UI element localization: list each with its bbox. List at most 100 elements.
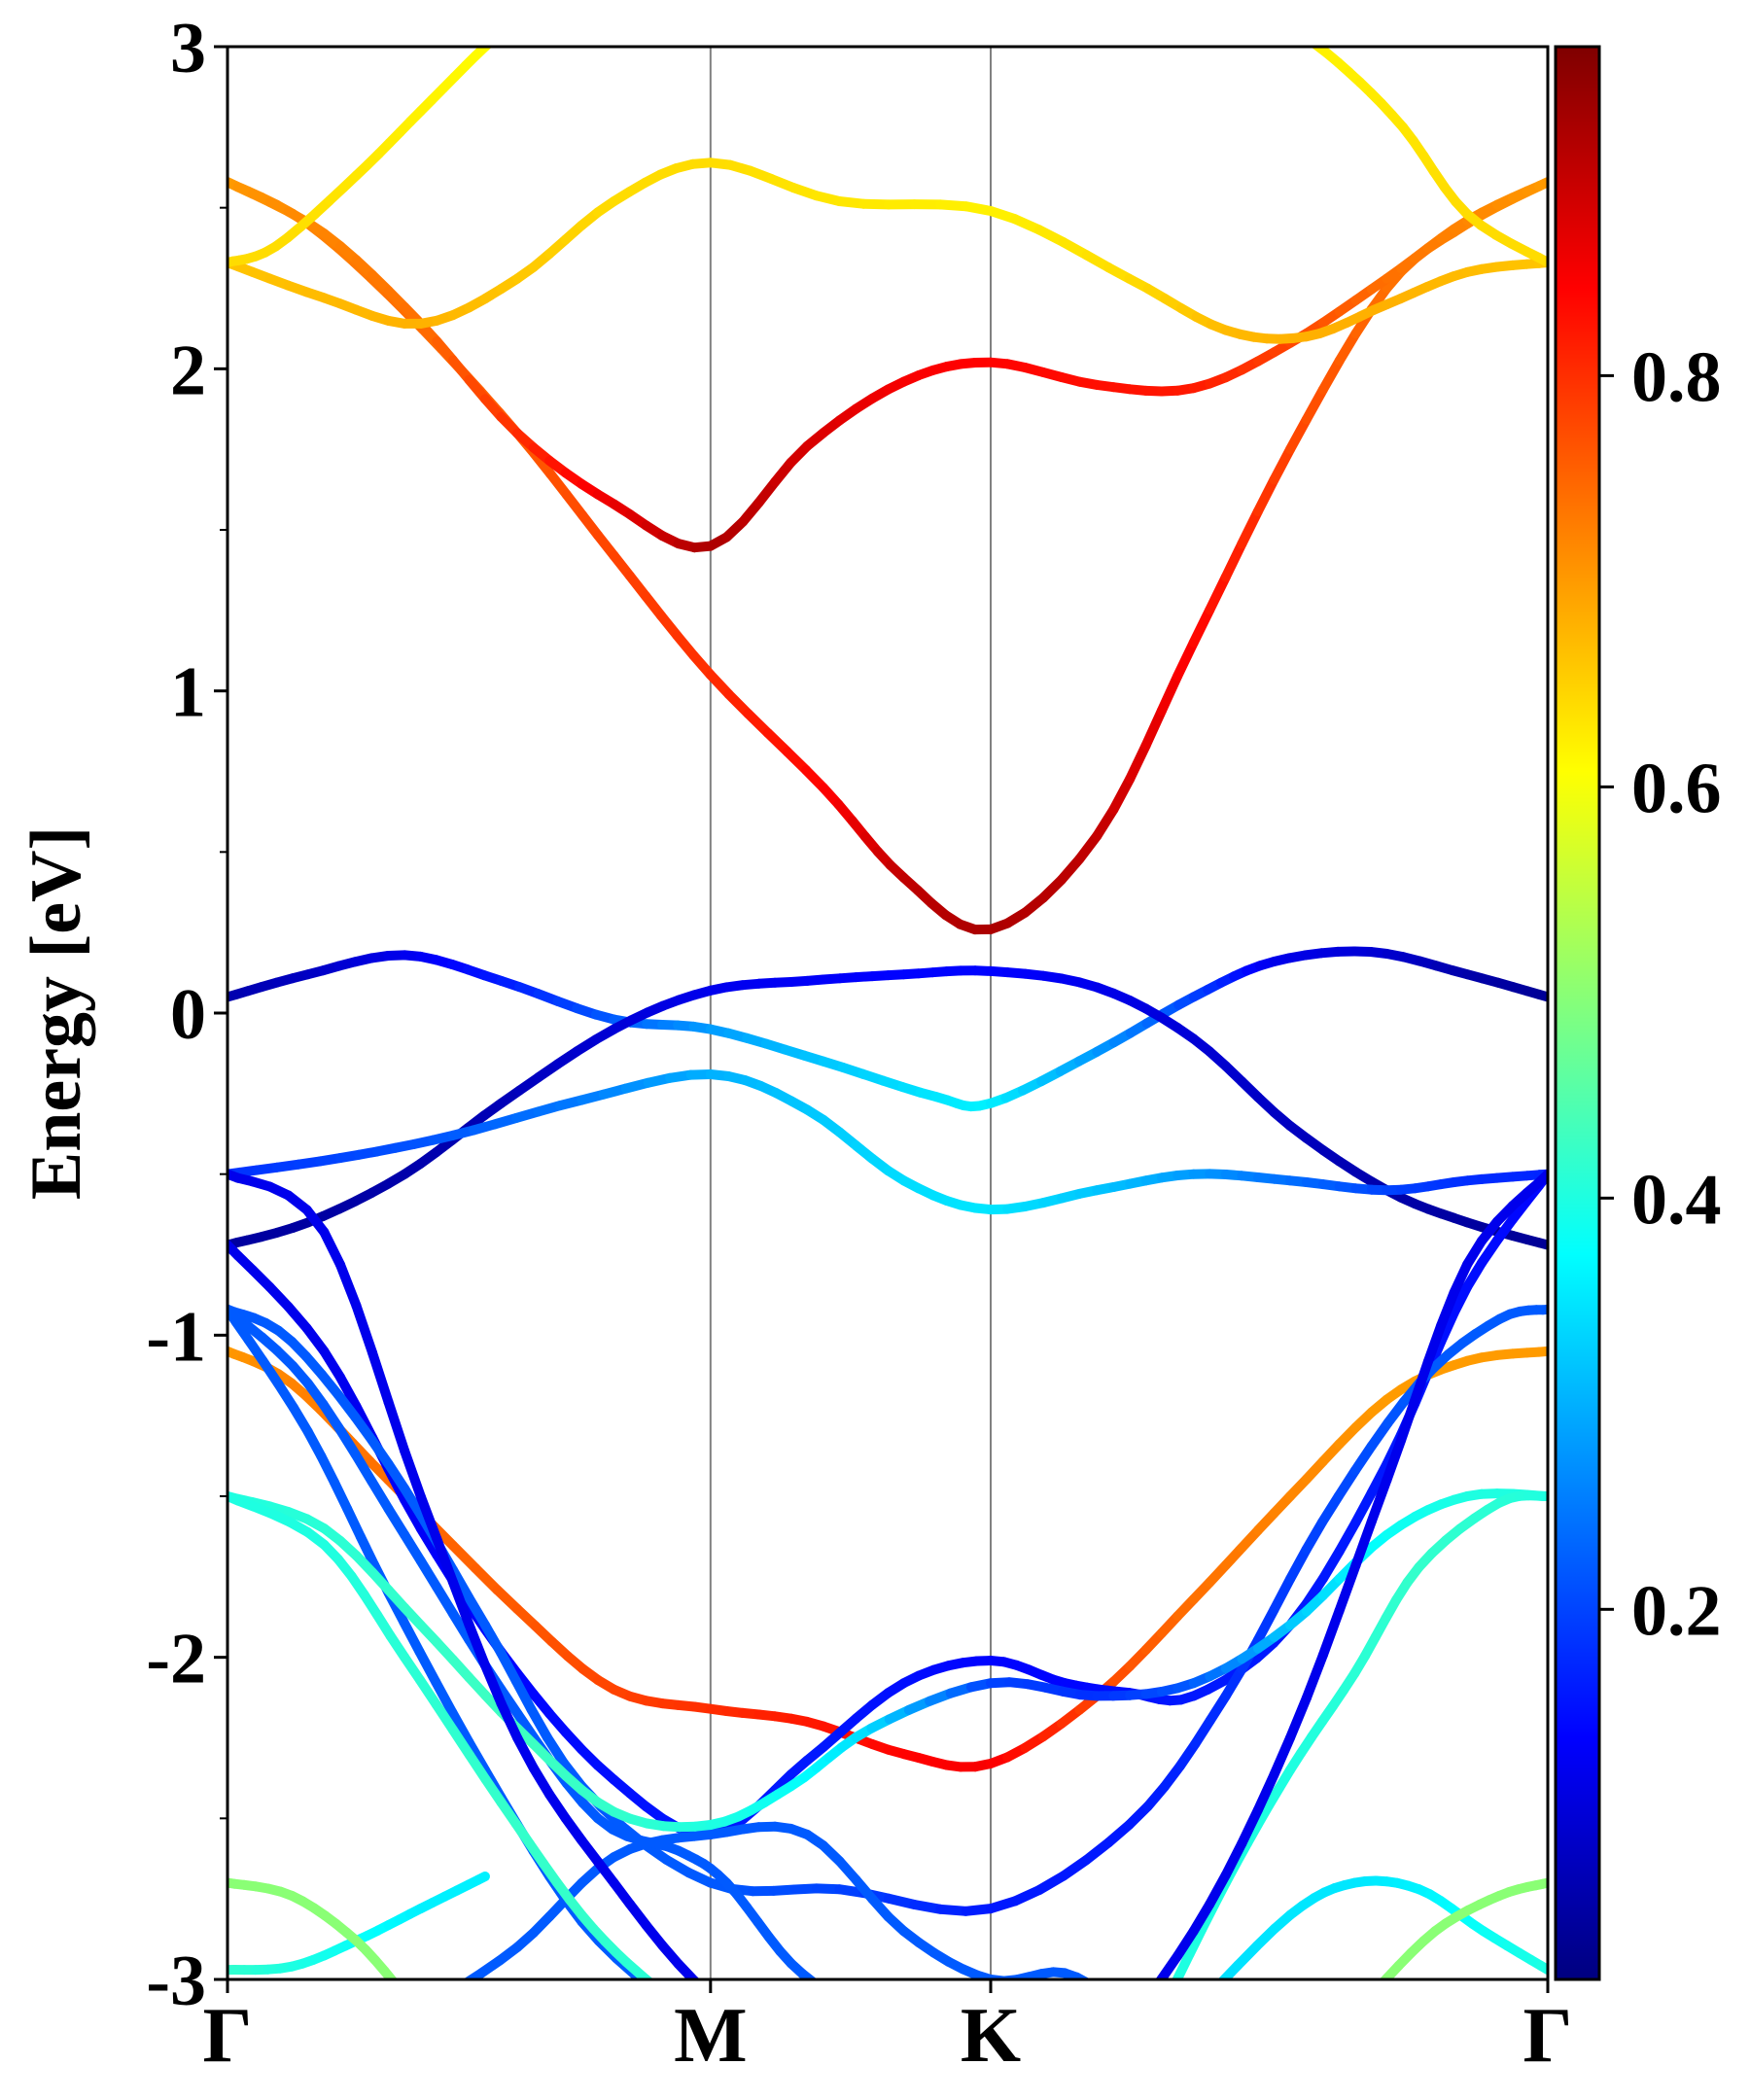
band-12-segment bbox=[812, 1978, 818, 1979]
y-tick-label-4: -1 bbox=[146, 1297, 206, 1377]
band-18-segment bbox=[528, 1763, 555, 1800]
band-18-segment bbox=[496, 1698, 523, 1743]
band-18-segment bbox=[368, 1348, 394, 1408]
band-18-segment bbox=[1252, 1769, 1279, 1815]
band-11-segment bbox=[480, 1620, 507, 1658]
band-18-segment bbox=[1334, 1560, 1361, 1616]
band-18-segment bbox=[1396, 1395, 1420, 1446]
band-13-segment bbox=[651, 1988, 667, 2001]
band-17-segment bbox=[1162, 1998, 1169, 2012]
band-18-segment bbox=[1350, 1516, 1377, 1571]
band-18-segment bbox=[1113, 2017, 1130, 2032]
band-1-segment bbox=[1108, 774, 1136, 815]
band-13-segment bbox=[431, 1677, 458, 1718]
y-axis-ticks: 3 2 1 0 -1 -2 -3 bbox=[146, 9, 228, 2021]
band-14-segment bbox=[432, 1996, 446, 2005]
band-18-segment bbox=[1317, 1605, 1345, 1661]
band-19-segment bbox=[472, 1872, 490, 1885]
band-13-segment bbox=[342, 1504, 366, 1542]
band-12-segment bbox=[333, 1422, 361, 1459]
band-16-segment bbox=[655, 1987, 665, 1994]
band-18-segment bbox=[1237, 1804, 1263, 1849]
band-10-segment bbox=[1449, 1281, 1473, 1318]
band-11-segment bbox=[1285, 1544, 1312, 1585]
colorbar-tick-label-2: 0.4 bbox=[1631, 1160, 1722, 1240]
band-16-segment bbox=[415, 1675, 441, 1710]
band-9-segment bbox=[471, 1563, 503, 1595]
band-18-segment bbox=[1079, 2044, 1097, 2050]
y-axis-label: Energy [eV] bbox=[17, 826, 96, 1200]
band-18-segment bbox=[415, 1491, 442, 1544]
band-12-segment bbox=[415, 1556, 442, 1592]
band-18-segment bbox=[791, 2040, 808, 2045]
band-14-segment bbox=[1102, 1992, 1113, 2000]
band-18-segment bbox=[432, 1533, 458, 1588]
band-14-segment bbox=[1122, 2007, 1129, 2012]
band-22-segment bbox=[1371, 1988, 1378, 1996]
band-9-segment bbox=[447, 1540, 481, 1574]
band-1-segment bbox=[1205, 572, 1231, 615]
band-14-segment bbox=[1087, 1978, 1092, 1979]
band-18-segment bbox=[1410, 1356, 1433, 1406]
band-18-segment bbox=[1062, 2050, 1080, 2052]
band-10-segment bbox=[319, 1346, 345, 1382]
band-18-segment bbox=[1025, 2048, 1043, 2051]
band-21-segment bbox=[1194, 2001, 1205, 2012]
band-10-segment bbox=[1366, 1458, 1392, 1498]
band-1-segment bbox=[1285, 414, 1312, 455]
band-16-segment bbox=[431, 1699, 458, 1735]
band-18-segment bbox=[1269, 1732, 1295, 1780]
band-11-segment bbox=[1333, 1465, 1360, 1501]
band-22 bbox=[1371, 1877, 1548, 1996]
band-11-segment bbox=[496, 1647, 521, 1687]
band-1-segment bbox=[1237, 507, 1263, 549]
band-18-segment bbox=[1188, 1899, 1215, 1937]
band-18-segment bbox=[872, 2045, 888, 2046]
band-18-segment bbox=[807, 2044, 823, 2047]
x-tick-label-0: Γ bbox=[203, 1993, 253, 2079]
band-1-segment bbox=[1172, 638, 1199, 682]
band-18-segment bbox=[1130, 2000, 1145, 2018]
band-18 bbox=[228, 1169, 1548, 2052]
band-16 bbox=[228, 1491, 665, 1994]
x-tick-label-1: M bbox=[674, 1993, 748, 2079]
band-18-segment bbox=[1205, 1870, 1231, 1909]
band-13-segment bbox=[329, 1477, 353, 1514]
band-12-segment bbox=[849, 2007, 856, 2012]
band-11-segment bbox=[526, 1704, 552, 1742]
band-18-segment bbox=[464, 1619, 490, 1670]
band-10-segment bbox=[1350, 1488, 1377, 1527]
colorbar-tick-label-3: 0.2 bbox=[1631, 1571, 1722, 1651]
band-13-segment bbox=[414, 1646, 441, 1688]
band-18-segment bbox=[1043, 2051, 1062, 2052]
band-18-segment bbox=[400, 1446, 426, 1501]
band-1-segment bbox=[1301, 384, 1328, 425]
colorbar-tick-label-1: 0.6 bbox=[1631, 749, 1722, 828]
band-11-segment bbox=[1220, 1663, 1247, 1701]
band-18-segment bbox=[1436, 1287, 1459, 1331]
band-4-segment bbox=[514, 18, 519, 21]
band-18-segment bbox=[1449, 1259, 1473, 1298]
band-21 bbox=[1194, 1875, 1548, 2012]
band-15 bbox=[228, 1488, 1548, 1833]
colorbar-gradient bbox=[1556, 47, 1599, 1979]
band-13-segment bbox=[447, 1707, 474, 1747]
band-18-segment bbox=[1301, 1650, 1328, 1703]
band-18-segment bbox=[1382, 1435, 1407, 1486]
band-4-segment bbox=[508, 21, 514, 26]
colorbar-tick-label-0: 0.8 bbox=[1631, 337, 1722, 417]
band-18-segment bbox=[1366, 1475, 1392, 1526]
band-18-segment bbox=[512, 1732, 539, 1773]
band-3 bbox=[228, 158, 1548, 344]
colorbar-frame bbox=[1554, 45, 1601, 1981]
band-18-segment bbox=[1220, 1838, 1247, 1880]
band-18-segment bbox=[383, 1397, 410, 1456]
band-10-segment bbox=[1301, 1573, 1328, 1609]
band-5 bbox=[1310, 47, 1548, 267]
band-18-segment bbox=[759, 2027, 776, 2034]
x-tick-label-2: K bbox=[961, 1993, 1021, 2079]
band-1-segment bbox=[1317, 356, 1345, 395]
band-12-segment bbox=[400, 1529, 426, 1566]
